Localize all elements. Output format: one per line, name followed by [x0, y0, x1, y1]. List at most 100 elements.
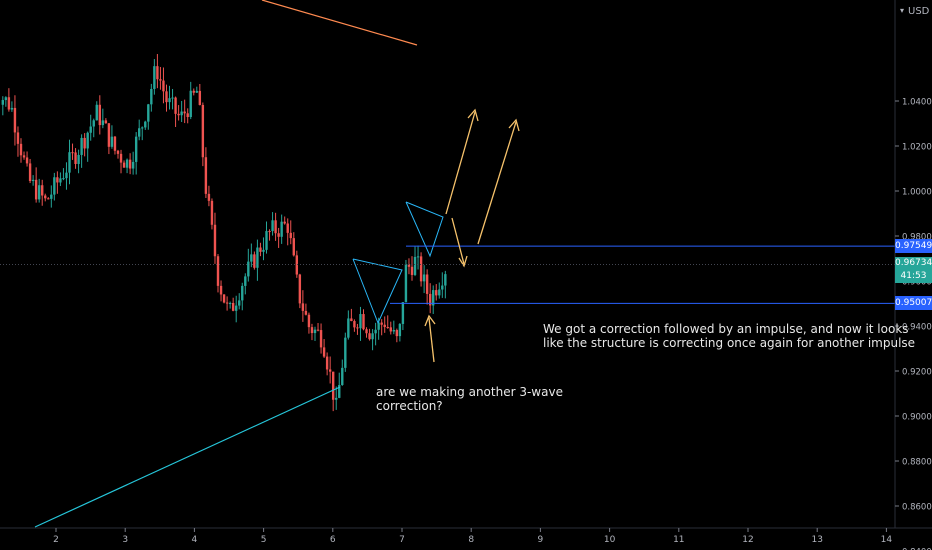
currency-dropdown-icon[interactable]: ▾ [900, 6, 905, 15]
candle-body [265, 231, 268, 250]
triangle-pattern[interactable] [352, 258, 403, 325]
candle-body [189, 90, 192, 118]
candle-body [344, 337, 347, 368]
x-tick-label: 7 [399, 535, 405, 545]
candle-body [119, 153, 123, 163]
candle-body [174, 97, 177, 114]
drawing-layer[interactable] [34, 0, 444, 528]
candle-body [113, 136, 117, 151]
candle-body [41, 185, 44, 196]
candle-body [77, 154, 80, 164]
projection-arrows[interactable] [424, 108, 520, 363]
x-tick-label: 5 [261, 535, 267, 545]
candle-body [322, 347, 326, 357]
candle-body [168, 98, 171, 103]
candle-body [253, 254, 256, 268]
candle-body [171, 97, 174, 99]
lower-trend-line[interactable] [34, 386, 341, 528]
candle-body [122, 162, 126, 168]
candle-body [304, 310, 308, 315]
candle-body [204, 157, 208, 194]
candle-body [80, 137, 83, 155]
candle-body [228, 302, 232, 304]
candle-body [4, 97, 8, 101]
candlestick-series [1, 54, 447, 412]
candle-body [353, 321, 356, 328]
price-tag: 0.95007 [895, 296, 932, 311]
x-axis[interactable]: 2 3 4 5 6 7 8 9 10 11 12 13 14 [53, 528, 892, 545]
candle-body [341, 367, 344, 385]
candle-body [241, 285, 244, 301]
candle-body [438, 289, 441, 296]
candle-body [371, 333, 374, 340]
candle-body [219, 285, 223, 295]
candle-body [268, 231, 271, 233]
candle-body [19, 143, 23, 156]
candle-body [325, 356, 329, 370]
candle-body [289, 232, 292, 239]
candle-body [128, 159, 132, 169]
candle-body [62, 178, 65, 180]
wedge-pattern[interactable] [405, 201, 444, 258]
candle-body [328, 369, 332, 372]
candle-body [16, 132, 20, 144]
y-tick-label: 0.84000 [902, 548, 932, 550]
x-tick-label: 9 [538, 535, 544, 545]
candle-body [125, 159, 129, 168]
candle-body [92, 120, 95, 127]
candle-body [65, 172, 68, 179]
candle-body [362, 314, 365, 330]
y-tick-label: 1.04000 [902, 98, 932, 108]
candle-body [131, 161, 135, 169]
candle-body [110, 136, 114, 147]
candle-body [59, 178, 62, 183]
candle-body [419, 256, 423, 282]
candle-body [13, 107, 17, 133]
arrow-up-1-head [467, 108, 479, 122]
candle-body [107, 123, 111, 147]
candle-body [377, 322, 380, 330]
x-tick-label: 4 [192, 535, 198, 545]
candle-body [392, 330, 396, 332]
candle-body [10, 107, 14, 110]
candle-body [138, 128, 141, 137]
candle-body [7, 97, 11, 110]
candle-body [98, 104, 102, 126]
candle-body [53, 177, 56, 195]
candle-body [301, 303, 305, 311]
candle-body [310, 327, 314, 334]
arrow-pointer-head [424, 314, 436, 327]
y-tick-label: 1.02000 [902, 143, 932, 153]
candle-body [316, 329, 320, 331]
candle-body [389, 327, 392, 332]
candle-body [165, 91, 168, 103]
candle-body [413, 256, 417, 275]
y-tick-label: 0.86000 [902, 503, 932, 513]
x-tick-label: 12 [742, 535, 753, 545]
candle-body [250, 254, 253, 262]
x-tick-label: 2 [53, 535, 59, 545]
x-tick-label: 14 [881, 535, 893, 545]
x-tick-label: 11 [673, 535, 684, 545]
candle-body [247, 261, 250, 277]
candle-body [213, 224, 217, 257]
candle-body [416, 256, 420, 258]
candle-body [410, 266, 414, 275]
candle-body [104, 120, 108, 124]
upper-trend-line[interactable] [261, 0, 418, 46]
candle-body [162, 80, 165, 92]
candle-body [350, 318, 353, 322]
candle-body [404, 264, 408, 303]
wave-annotation: are we making another 3-wave correction? [376, 385, 563, 413]
candle-body [31, 179, 35, 181]
price-tag: 0.97549 [895, 239, 932, 254]
impulse-annotation: We got a correction followed by an impul… [543, 322, 915, 350]
horizontal-levels[interactable] [390, 245, 895, 304]
candle-body [386, 327, 389, 329]
candle-body [335, 397, 338, 400]
candle-body [37, 185, 41, 200]
candle-body [25, 157, 29, 164]
